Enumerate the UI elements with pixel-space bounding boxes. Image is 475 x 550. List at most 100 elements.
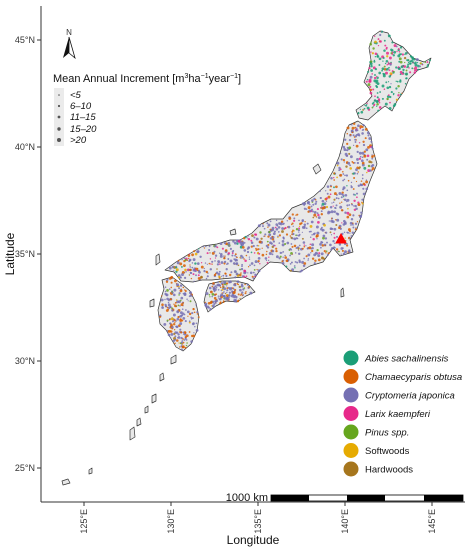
forest-plot-point (243, 287, 246, 289)
forest-plot-point (223, 286, 225, 288)
forest-plot-point (224, 272, 227, 275)
okinawa (129, 426, 136, 441)
forest-plot-point (216, 263, 220, 266)
forest-plot-point (173, 329, 176, 331)
forest-plot-point (208, 245, 211, 248)
forest-plot-point (347, 179, 350, 182)
forest-plot-point (171, 307, 173, 310)
forest-plot-point (312, 210, 314, 213)
forest-plot-point (188, 257, 190, 260)
forest-plot-point (354, 141, 357, 143)
forest-plot-point (244, 292, 247, 295)
forest-plot-point (385, 81, 388, 84)
forest-plot-point (404, 61, 406, 64)
forest-plot-point (355, 192, 359, 195)
forest-plot-point (182, 292, 185, 295)
forest-plot-point (371, 157, 374, 160)
forest-plot-point (321, 207, 324, 210)
forest-plot-point (202, 246, 204, 248)
forest-plot-point (348, 213, 352, 217)
hokkaido (355, 30, 432, 121)
forest-plot-point (381, 67, 385, 71)
forest-plot-point (220, 261, 224, 264)
forest-plot-point (190, 340, 193, 343)
forest-plot-point (180, 303, 184, 307)
forest-plot-point (242, 241, 244, 243)
forest-plot-point (354, 228, 357, 231)
forest-plot-point (409, 60, 412, 63)
forest-plot-point (362, 143, 366, 147)
forest-plot-point (346, 126, 350, 130)
forest-plot-point (183, 264, 186, 267)
y-axis-title: Latitude (3, 232, 17, 275)
forest-plot-point (227, 241, 231, 245)
forest-plot-point (398, 60, 401, 63)
forest-plot-point (338, 226, 341, 230)
forest-plot-point (354, 204, 357, 208)
oki-islands (229, 228, 237, 236)
forest-plot-point (344, 237, 346, 239)
forest-plot-point (208, 286, 212, 290)
forest-plot-point (182, 317, 186, 320)
forest-plot-point (368, 137, 372, 140)
forest-plot-point (168, 318, 171, 321)
forest-plot-point (332, 205, 334, 207)
forest-plot-point (352, 188, 355, 190)
forest-plot-point (248, 256, 251, 258)
north-arrow-outline (68, 36, 76, 60)
forest-plot-point (237, 264, 240, 267)
forest-plot-point (389, 101, 391, 104)
forest-plot-point (210, 300, 213, 304)
forest-plot-point (220, 290, 222, 292)
forest-plot-point (239, 288, 242, 292)
forest-plot-point (395, 45, 398, 48)
forest-plot-point (190, 316, 193, 319)
forest-plot-point (227, 252, 231, 255)
forest-plot-point (308, 230, 311, 233)
forest-plot-point (179, 346, 181, 348)
forest-plot-point (260, 237, 263, 240)
forest-plot-point (231, 250, 234, 253)
forest-plot-point (243, 249, 247, 252)
forest-plot-point (361, 174, 364, 176)
forest-plot-point (310, 205, 313, 208)
forest-plot-point (413, 69, 417, 72)
forest-plot-point (303, 223, 307, 226)
forest-plot-point (254, 260, 258, 264)
forest-plot-point (228, 294, 231, 297)
forest-plot-point (335, 185, 338, 189)
forest-plot-point (344, 250, 347, 254)
forest-plot-point (307, 253, 311, 257)
forest-plot-point (346, 142, 349, 146)
forest-plot-point (355, 134, 358, 136)
forest-plot-point (356, 161, 360, 165)
forest-plot-point (193, 280, 195, 283)
forest-plot-point (181, 345, 185, 349)
forest-plot-point (369, 62, 373, 66)
forest-plot-point (218, 252, 221, 254)
forest-plot-point (232, 291, 236, 295)
forest-plot-point (352, 226, 355, 229)
forest-plot-point (179, 318, 182, 321)
forest-plot-point (374, 52, 378, 56)
forest-plot-point (259, 248, 261, 250)
forest-plot-point (325, 250, 328, 252)
forest-plot-point (219, 254, 223, 258)
forest-plot-point (362, 140, 365, 143)
forest-plot-point (197, 276, 201, 280)
forest-plot-point (171, 309, 174, 311)
size-key-2 (57, 104, 61, 108)
forest-plot-point (226, 291, 228, 294)
forest-plot-point (326, 185, 330, 188)
forest-plot-point (333, 198, 336, 201)
forest-plot-point (228, 291, 232, 294)
forest-plot-point (321, 228, 325, 232)
forest-plot-point (357, 171, 359, 173)
forest-plot-point (215, 298, 217, 301)
forest-plot-point (220, 275, 223, 277)
forest-plot-point (370, 41, 372, 43)
y-tick-label-25: 25°N (15, 463, 35, 473)
goto-islands (149, 298, 155, 308)
forest-plot-point (203, 270, 206, 273)
forest-plot-point (384, 62, 387, 65)
